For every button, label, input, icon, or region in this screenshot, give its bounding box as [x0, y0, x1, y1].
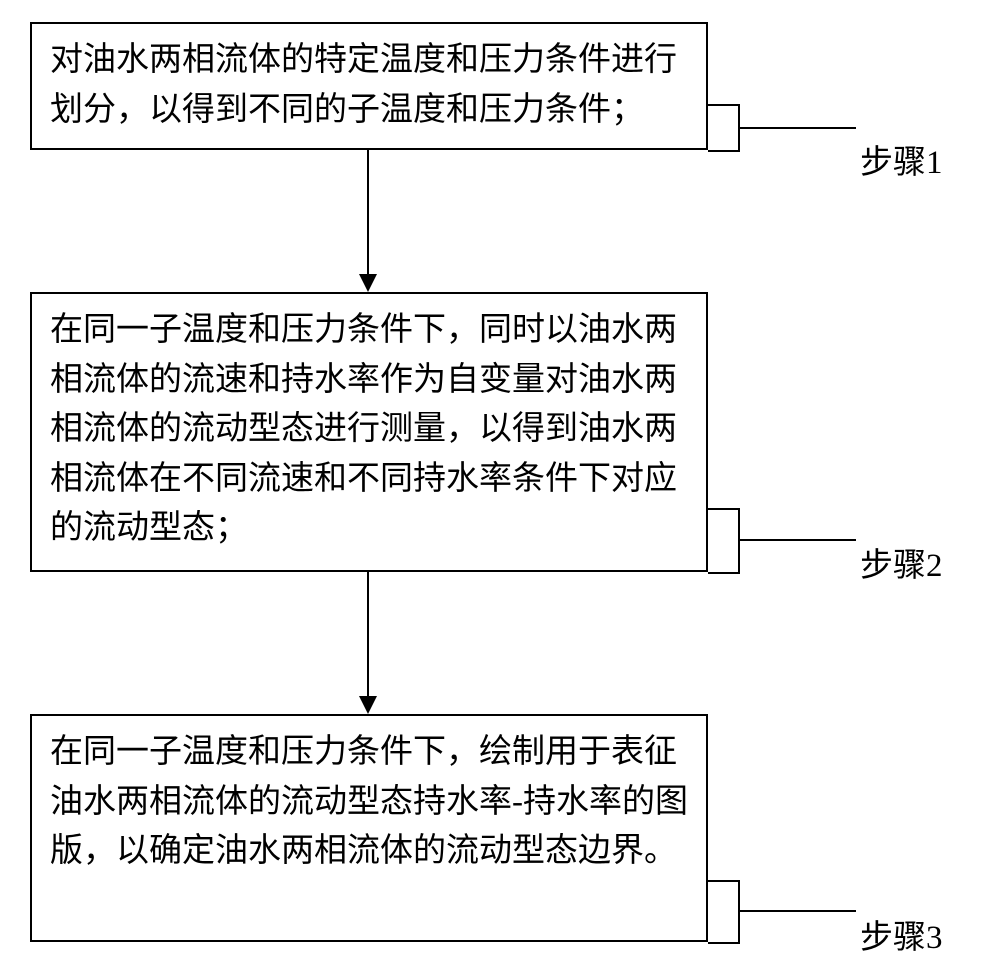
arrow-1-head	[359, 274, 377, 292]
step-label-3: 步骤3	[860, 910, 943, 958]
connector-2-vert	[738, 508, 740, 574]
step-text-1: 对油水两相流体的特定温度和压力条件进行划分，以得到不同的子温度和压力条件；	[50, 36, 688, 135]
connector-1-bottom	[708, 150, 740, 152]
connector-3-top	[708, 880, 740, 882]
connector-3-lead	[740, 910, 856, 912]
connector-3-bottom	[708, 942, 740, 944]
connector-3-vert	[738, 880, 740, 944]
arrow-1-line	[367, 150, 369, 278]
flowchart-container: 对油水两相流体的特定温度和压力条件进行划分，以得到不同的子温度和压力条件； 步骤…	[0, 0, 1000, 961]
connector-1-top	[708, 104, 740, 106]
step-text-3: 在同一子温度和压力条件下，绘制用于表征油水两相流体的流动型态持水率-持水率的图版…	[50, 728, 688, 877]
connector-2-top	[708, 508, 740, 510]
connector-1-lead	[740, 127, 856, 129]
arrow-2-head	[359, 696, 377, 714]
step-box-2: 在同一子温度和压力条件下，同时以油水两相流体的流速和持水率作为自变量对油水两相流…	[30, 292, 708, 572]
step-label-2: 步骤2	[860, 538, 943, 586]
connector-2-lead	[740, 539, 856, 541]
step-label-1: 步骤1	[860, 135, 943, 183]
connector-2-bottom	[708, 572, 740, 574]
arrow-2-line	[367, 572, 369, 700]
step-box-3: 在同一子温度和压力条件下，绘制用于表征油水两相流体的流动型态持水率-持水率的图版…	[30, 714, 708, 942]
step-text-2: 在同一子温度和压力条件下，同时以油水两相流体的流速和持水率作为自变量对油水两相流…	[50, 306, 688, 554]
step-box-1: 对油水两相流体的特定温度和压力条件进行划分，以得到不同的子温度和压力条件；	[30, 22, 708, 150]
